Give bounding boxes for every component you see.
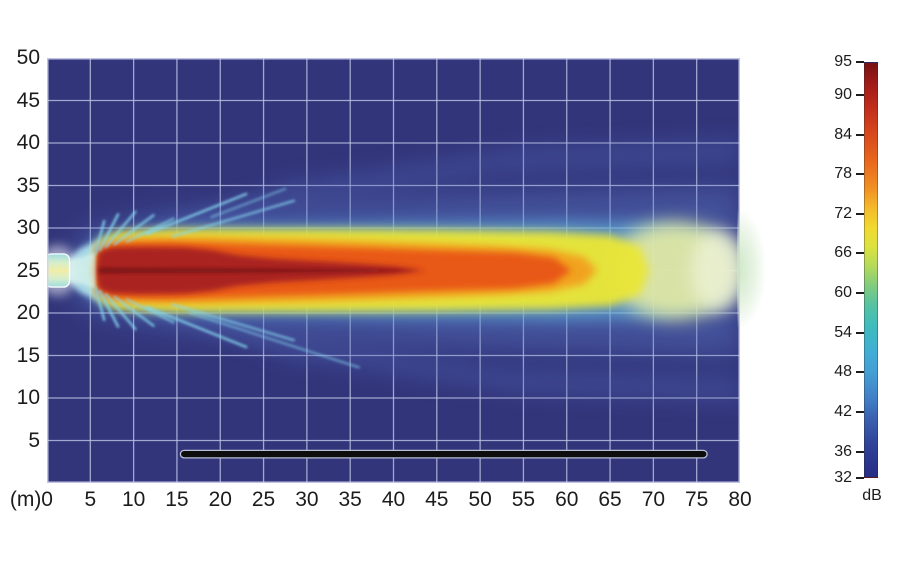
y-tick-label: 20 — [16, 301, 40, 324]
layer-lower-faint-lobe — [98, 276, 740, 403]
colorbar-tick — [856, 477, 864, 479]
x-tick-label: 15 — [165, 488, 189, 511]
colorbar-tick — [856, 331, 864, 334]
x-tick-label: 75 — [685, 488, 709, 511]
x-tick-label: 55 — [511, 488, 536, 511]
y-tick-label: 40 — [16, 131, 40, 154]
layer-neck — [69, 251, 96, 290]
y-tick-label: 35 — [16, 173, 40, 197]
colorbar-tick — [856, 292, 864, 295]
colorbar-tick — [856, 212, 864, 215]
colorbar-tick — [856, 410, 864, 413]
colorbar-tick-label: 48 — [834, 363, 852, 381]
colorbar-tick-label: 90 — [834, 86, 852, 104]
colorbar-tick — [856, 371, 864, 374]
beam-field-layers — [47, 138, 740, 403]
colorbar-tick — [856, 133, 864, 136]
y-tick-label: 25 — [16, 258, 40, 282]
colorbar-tick — [856, 61, 864, 63]
colorbar-unit-label: dB — [862, 487, 882, 504]
x-tick-label: (m)0 — [9, 488, 53, 511]
x-tick-label: 5 — [84, 488, 97, 511]
colorbar-tick-label: 54 — [834, 323, 852, 341]
audience-bar — [179, 449, 708, 459]
plot-area — [47, 58, 740, 483]
layer-core-dark-line — [98, 267, 416, 274]
colorbar-tick-label: 36 — [834, 442, 852, 460]
x-tick-label: 50 — [468, 488, 492, 511]
heatmap-canvas — [47, 58, 740, 483]
x-tick-label: 10 — [121, 488, 146, 511]
colorbar-tick — [856, 450, 864, 453]
x-tick-label: 20 — [208, 488, 232, 511]
layer-upper-faint-lobe — [98, 138, 740, 265]
x-tick-label: 60 — [555, 488, 579, 511]
side-lobe-streaks — [94, 187, 361, 369]
colorbar-tick — [856, 252, 864, 255]
x-tick-label: 45 — [425, 488, 449, 511]
y-tick-label: 50 — [16, 46, 40, 69]
colorbar-gradient — [864, 62, 878, 478]
beam-overflow-glow — [737, 211, 765, 327]
colorbar-tick-label: 78 — [834, 165, 852, 183]
x-tick-label: 80 — [728, 488, 752, 511]
colorbar-tick-label: 84 — [834, 125, 852, 143]
x-tick-label: 40 — [381, 488, 406, 511]
colorbar-tick-label: 72 — [834, 204, 852, 222]
colorbar-tick — [856, 173, 864, 176]
x-tick-label: 35 — [338, 488, 362, 511]
x-tick-label: 65 — [598, 488, 622, 511]
y-tick-label: 5 — [28, 428, 40, 452]
y-tick-label: 30 — [16, 216, 40, 239]
x-tick-label: 30 — [295, 488, 319, 511]
x-tick-label: 25 — [251, 488, 276, 511]
colorbar-tick-label: 42 — [834, 402, 852, 420]
colorbar-tick-label: 60 — [834, 284, 852, 302]
sound-source — [47, 253, 71, 288]
y-tick-label: 10 — [16, 386, 40, 409]
colorbar-tick-label: 32 — [834, 469, 852, 486]
colorbar-tick-label: 95 — [834, 53, 852, 70]
x-tick-label: 70 — [641, 488, 666, 511]
y-tick-label: 15 — [16, 343, 40, 367]
colorbar-tick-label: 66 — [834, 244, 852, 262]
y-tick-label: 45 — [16, 88, 40, 112]
colorbar-tick — [856, 94, 864, 97]
layer-far-white-tinge — [690, 229, 740, 312]
